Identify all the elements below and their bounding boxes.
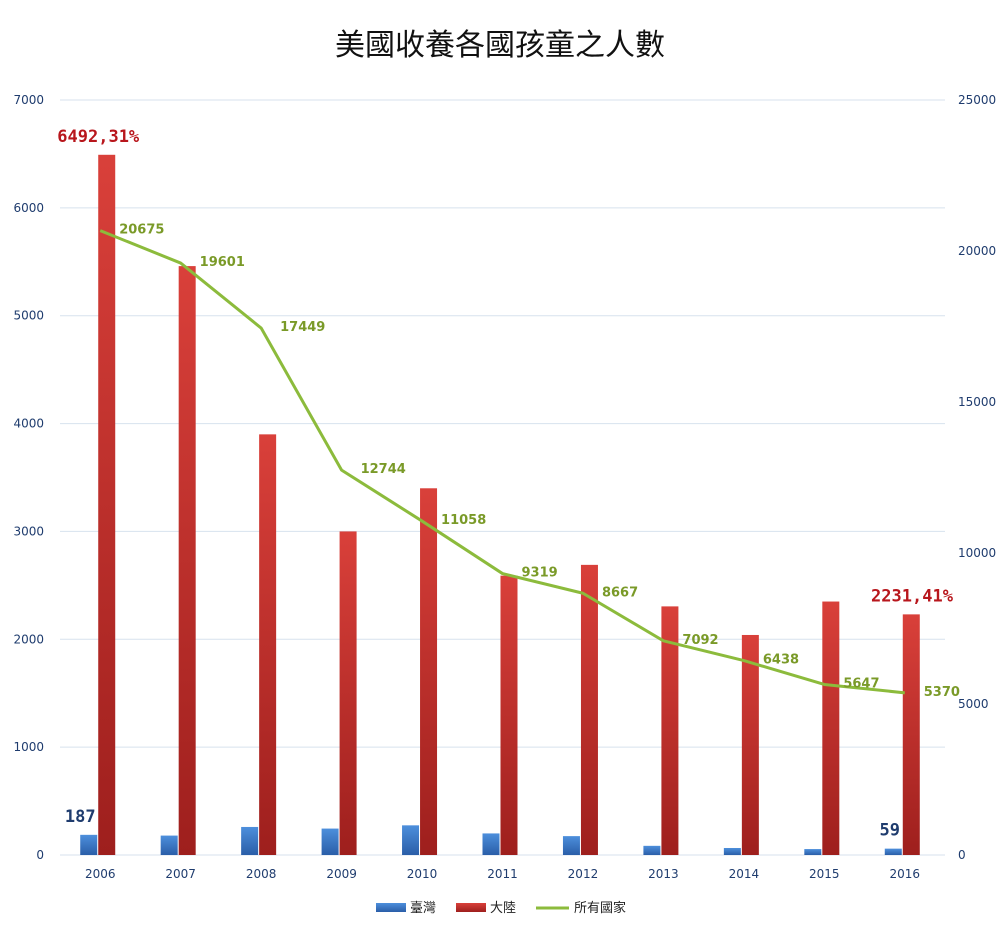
x-tick-label: 2007 — [165, 867, 196, 881]
bar-taiwan — [804, 849, 822, 855]
line-data-label: 6438 — [763, 653, 799, 668]
left-tick-label: 3000 — [13, 524, 44, 538]
bar-taiwan — [482, 833, 500, 855]
bar-taiwan — [562, 836, 580, 855]
bar-mainland — [580, 564, 598, 855]
right-tick-label: 25000 — [958, 93, 996, 107]
line-series: 20675 19601 17449 12744 11058 9319 8667 7092 643… — [99, 223, 960, 700]
legend-label: 所有國家 — [574, 900, 626, 916]
right-axis-ticks: 0 5000 10000 15000 20000 25000 — [958, 93, 996, 862]
bar-mainland — [902, 614, 920, 855]
bar-taiwan — [80, 834, 98, 855]
line-data-label: 8667 — [602, 585, 638, 600]
left-axis-ticks: 0 1000 2000 3000 4000 5000 6000 7000 — [13, 93, 44, 862]
right-tick-label: 0 — [958, 848, 966, 862]
line-data-label: 5647 — [843, 676, 879, 691]
bar-taiwan — [241, 826, 259, 855]
bar-taiwan — [643, 845, 661, 855]
bar-taiwan — [160, 835, 178, 855]
bar-mainland — [178, 266, 196, 856]
bar-taiwan — [321, 828, 339, 855]
legend-label: 大陸 — [490, 900, 516, 916]
legend-label: 臺灣 — [410, 901, 436, 916]
line-data-label: 19601 — [200, 255, 245, 270]
left-tick-label: 4000 — [13, 417, 44, 431]
left-tick-label: 2000 — [13, 632, 44, 646]
left-tick-label: 7000 — [13, 93, 44, 107]
x-tick-label: 2009 — [326, 867, 357, 881]
line-data-label: 7092 — [682, 633, 718, 648]
bar-mainland — [339, 531, 357, 855]
right-tick-label: 10000 — [958, 546, 996, 560]
x-tick-label: 2008 — [246, 867, 277, 881]
line-data-label: 11058 — [441, 513, 486, 528]
left-tick-label: 0 — [36, 848, 44, 862]
left-tick-label: 1000 — [13, 740, 44, 754]
bar-taiwan — [884, 848, 902, 855]
x-tick-label: 2006 — [85, 867, 116, 881]
left-tick-label: 6000 — [13, 201, 44, 215]
bar-mainland — [420, 488, 438, 855]
right-tick-label: 20000 — [958, 244, 996, 258]
x-tick-label: 2014 — [729, 867, 760, 881]
legend-swatch — [376, 903, 406, 912]
right-tick-label: 5000 — [958, 697, 989, 711]
bar-series — [80, 154, 920, 856]
line-data-label: 20675 — [119, 223, 164, 238]
left-tick-label: 5000 — [13, 309, 44, 323]
x-tick-label: 2015 — [809, 867, 840, 881]
legend-swatch — [456, 903, 486, 912]
chart-title: 美國收養各國孩童之人數 — [335, 28, 665, 63]
line-data-label: 12744 — [361, 462, 406, 477]
taiwan-annotation: 59 — [880, 821, 900, 841]
x-tick-label: 2012 — [568, 867, 599, 881]
x-tick-label: 2011 — [487, 867, 518, 881]
x-tick-label: 2016 — [889, 867, 920, 881]
x-tick-label: 2013 — [648, 867, 679, 881]
right-tick-label: 15000 — [958, 395, 996, 409]
bar-mainland — [259, 434, 277, 855]
line-data-label: 5370 — [924, 685, 960, 700]
legend: 臺灣 大陸 所有國家 — [376, 900, 626, 916]
line-all-countries — [99, 229, 905, 695]
x-tick-label: 2010 — [407, 867, 438, 881]
annotations: 6492,31% 2231,41% 187 59 — [57, 127, 953, 841]
line-data-label: 17449 — [280, 320, 325, 335]
bar-mainland — [98, 154, 116, 855]
bar-taiwan — [402, 825, 420, 855]
bar-mainland — [500, 575, 518, 855]
taiwan-annotation: 187 — [65, 807, 96, 827]
line-data-label: 9319 — [522, 566, 558, 581]
mainland-annotation: 6492,31% — [57, 127, 140, 147]
mainland-annotation: 2231,41% — [871, 586, 954, 606]
bar-mainland — [822, 601, 840, 855]
bar-mainland — [661, 606, 679, 855]
bar-mainland — [741, 634, 759, 855]
x-axis-ticks: 2006 2007 2008 2009 2010 2011 2012 2013 2014 2015… — [85, 867, 920, 881]
bar-taiwan — [723, 847, 741, 855]
